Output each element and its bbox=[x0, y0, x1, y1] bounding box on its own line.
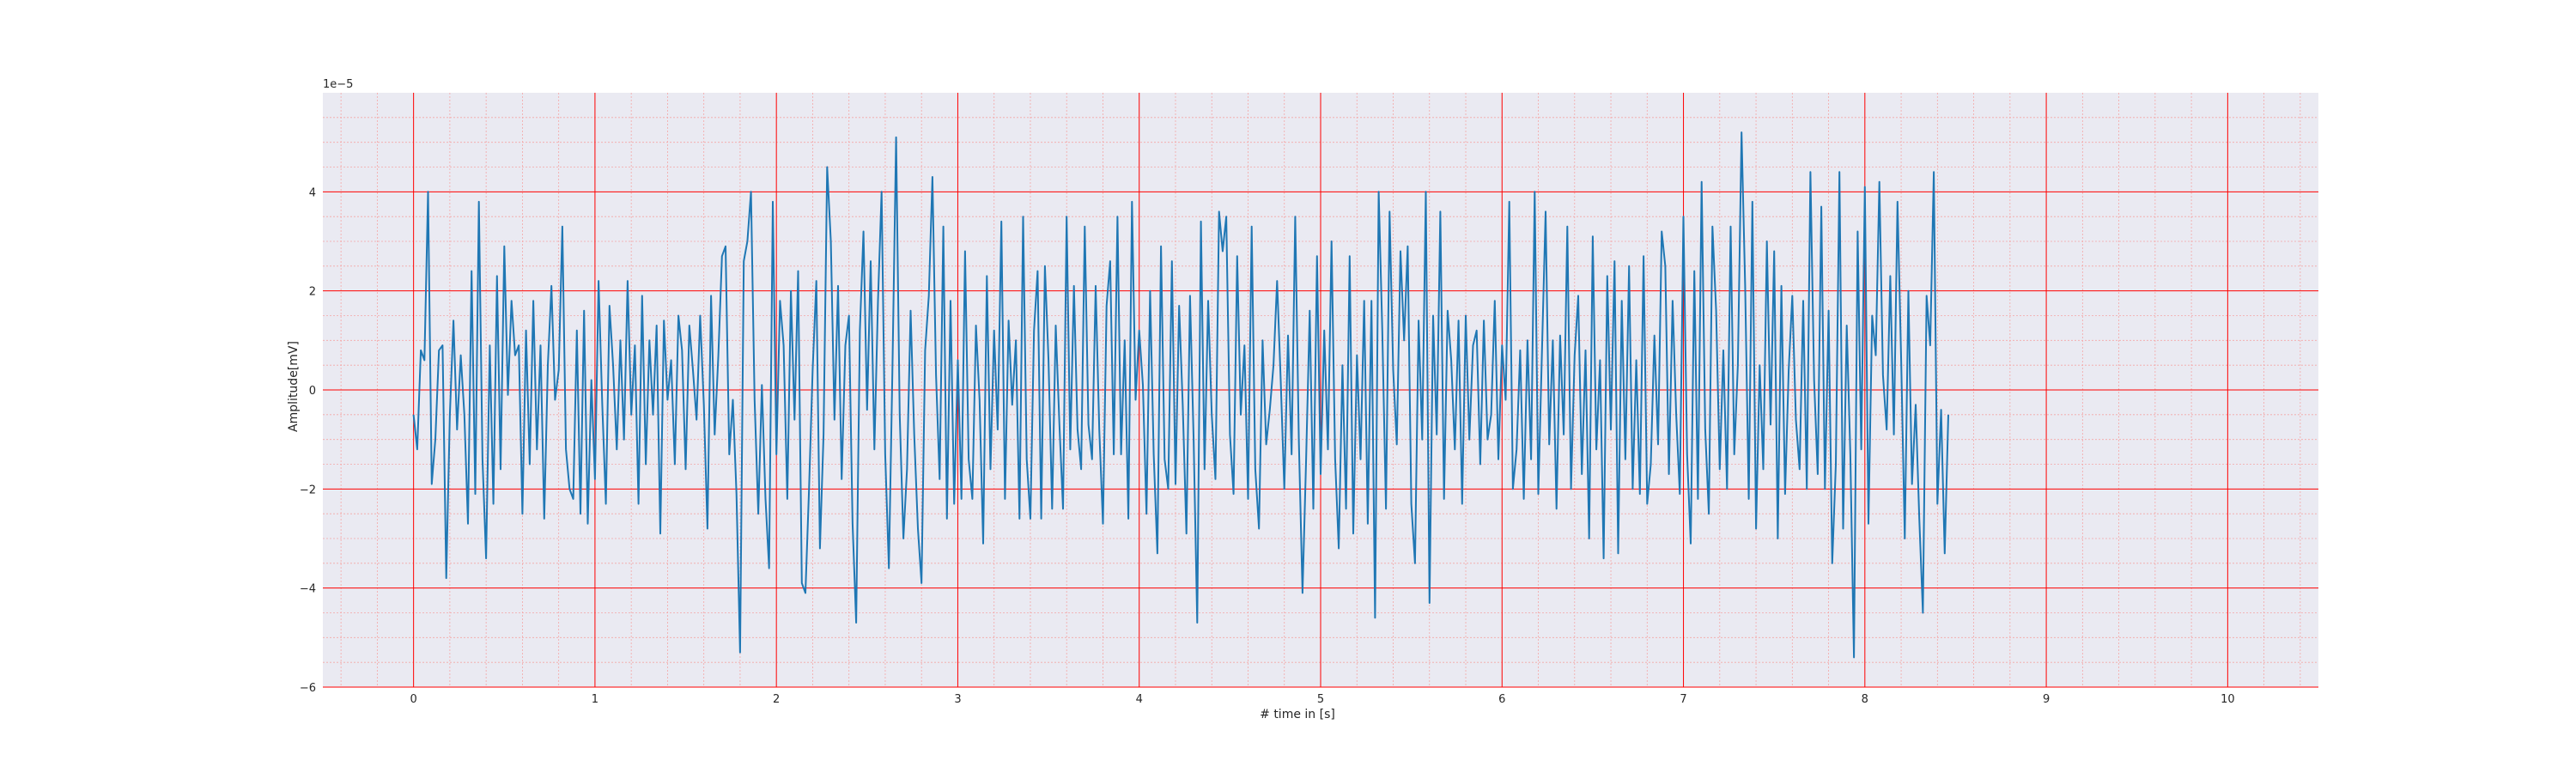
x-tick-label: 2 bbox=[773, 693, 780, 706]
y-tick-label: 0 bbox=[309, 385, 316, 398]
x-tick-label: 0 bbox=[410, 693, 416, 706]
x-tick-label: 3 bbox=[954, 693, 961, 706]
y-tick-label: −6 bbox=[300, 682, 316, 695]
major-grid bbox=[323, 93, 2318, 688]
y-offset-label: 1e−5 bbox=[323, 78, 353, 91]
x-tick-label: 7 bbox=[1680, 693, 1686, 706]
y-tick-label: 2 bbox=[309, 286, 316, 299]
x-tick-label: 9 bbox=[2043, 693, 2050, 706]
y-tick-label: −4 bbox=[300, 583, 316, 596]
y-tick-label: −2 bbox=[300, 484, 316, 496]
y-tick-label: 4 bbox=[309, 186, 316, 199]
x-tick-labels: 0 1 2 3 4 5 6 7 8 9 10 bbox=[410, 693, 2234, 706]
signal-series-line bbox=[412, 131, 1949, 659]
x-tick-label: 6 bbox=[1498, 693, 1505, 706]
x-tick-label: 8 bbox=[1862, 693, 1868, 706]
x-axis-label: # time in [s] bbox=[1260, 708, 1335, 721]
y-tick-labels: −6 −4 −2 0 2 4 bbox=[300, 186, 316, 695]
x-tick-label: 1 bbox=[592, 693, 598, 706]
series-layer bbox=[412, 131, 1949, 659]
x-tick-label: 5 bbox=[1317, 693, 1324, 706]
x-tick-label: 10 bbox=[2221, 693, 2235, 706]
y-axis-label: Amplitude[mV] bbox=[287, 341, 301, 432]
x-tick-label: 4 bbox=[1136, 693, 1143, 706]
